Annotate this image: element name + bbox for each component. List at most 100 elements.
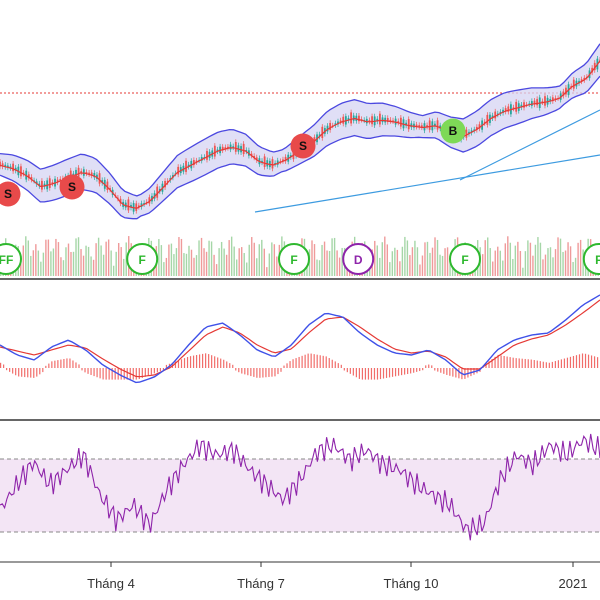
macd-histogram-bar (75, 362, 77, 368)
candle-body (386, 118, 389, 122)
volume-bar (434, 237, 436, 276)
macd-histogram-bar (138, 368, 140, 380)
volume-bar (205, 251, 208, 276)
volume-bar (95, 243, 97, 276)
macd-histogram-bar (388, 368, 391, 378)
candle-body (232, 146, 235, 148)
volume-bar (198, 240, 200, 276)
candle-body (127, 199, 130, 211)
candle-body (580, 79, 583, 82)
volume-bar (507, 236, 509, 276)
macd-histogram-bar (413, 368, 415, 373)
volume-bar (261, 239, 263, 276)
macd-histogram-bar (572, 355, 575, 368)
candle-body (224, 147, 227, 149)
macd-histogram-bar (518, 358, 520, 368)
candle-body (376, 118, 379, 122)
volume-bar (539, 242, 542, 276)
candle-body (88, 172, 90, 175)
macd-histogram-bar (208, 354, 210, 368)
volume-bar (193, 257, 195, 276)
macd-histogram-bar (548, 362, 550, 368)
candle-body (551, 97, 554, 102)
macd-histogram-bar (277, 368, 279, 375)
macd-histogram-bar (458, 368, 460, 379)
candle-body (192, 160, 195, 166)
volume-bar (180, 238, 183, 276)
candle-body (221, 146, 224, 151)
macd-histogram-bar (186, 357, 189, 368)
macd-histogram-bar (397, 368, 400, 376)
volume-bar (268, 253, 271, 276)
macd-histogram-bar (331, 359, 333, 368)
candle-body (250, 153, 253, 156)
candle-body (9, 166, 12, 169)
candle-body (381, 117, 384, 123)
candle-body (93, 172, 96, 178)
volume-bar (258, 244, 260, 276)
macd-histogram-bar (48, 363, 50, 368)
candle-body (321, 126, 324, 138)
volume-bar (190, 249, 193, 276)
macd-histogram-bar (274, 368, 276, 377)
x-tick-label: Tháng 10 (384, 576, 439, 591)
macd-histogram-bar (590, 355, 593, 368)
macd-histogram-bar (376, 368, 379, 380)
volume-badge-circle (126, 243, 159, 275)
macd-histogram-bar (343, 368, 345, 371)
price-panel (0, 43, 600, 220)
macd-histogram-bar (334, 361, 336, 368)
candle-body (164, 180, 166, 188)
candle-body (434, 123, 436, 127)
candle-body (282, 159, 284, 162)
candle-body (43, 183, 46, 187)
volume-bar (183, 253, 185, 276)
volume-bar (336, 250, 338, 276)
candle-body (80, 171, 83, 173)
macd-histogram-bar (542, 361, 544, 368)
macd-histogram-bar (229, 363, 231, 368)
macd-histogram-bar (530, 359, 532, 368)
candle-body (234, 142, 237, 152)
volume-bar (241, 247, 243, 276)
volume-bar (439, 254, 441, 276)
candle-body (185, 160, 187, 172)
macd-histogram-bar (159, 368, 161, 372)
candle-body (242, 143, 245, 155)
volume-bar (396, 249, 399, 276)
macd-histogram-bar (578, 354, 581, 368)
macd-histogram-bar (494, 356, 496, 368)
volume-bar (316, 259, 318, 276)
volume-bar (85, 245, 87, 276)
volume-bar (55, 238, 57, 276)
volume-bar (223, 248, 225, 276)
candle-body (140, 203, 143, 207)
volume-f-badge: F (449, 243, 481, 275)
candle-body (468, 131, 470, 134)
macd-histogram-bar (310, 353, 312, 368)
candle-body (0, 161, 1, 167)
volume-bar (374, 240, 376, 276)
volume-bar (489, 248, 491, 276)
volume-bar (105, 241, 107, 276)
volume-bar (50, 251, 52, 276)
candle-body (195, 160, 198, 163)
volume-bar (238, 248, 240, 276)
volume-bar (246, 262, 248, 276)
candle-body (549, 99, 552, 102)
macd-histogram-bar (60, 359, 62, 368)
macd-histogram-bar (265, 368, 267, 378)
volume-bar (173, 254, 175, 276)
candle-body (313, 137, 316, 143)
candle-body (363, 119, 366, 121)
candle-body (507, 106, 510, 112)
volume-bar (341, 247, 343, 276)
volume-bar (323, 241, 326, 276)
macd-histogram-bar (593, 356, 596, 368)
macd-histogram-bar (298, 356, 300, 368)
macd-histogram-bar (352, 368, 354, 376)
macd-histogram-bar (325, 356, 327, 368)
macd-histogram-bar (111, 368, 113, 380)
candle-body (491, 115, 494, 119)
